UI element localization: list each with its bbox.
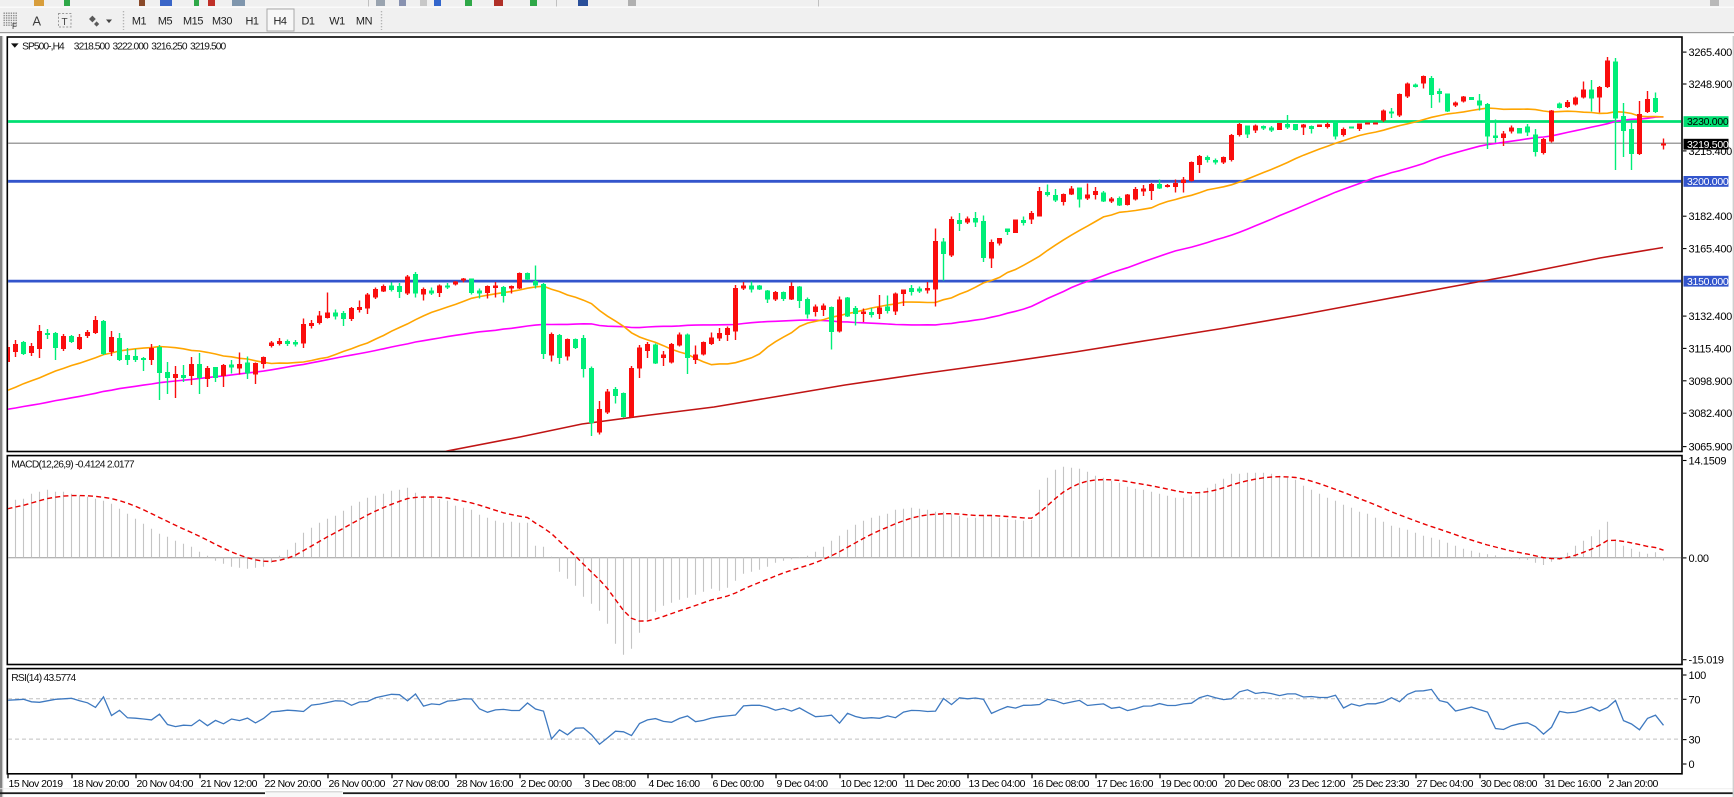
svg-text:3200.000: 3200.000 [1687,176,1729,188]
svg-text:3265.400: 3265.400 [1689,47,1733,59]
svg-text:2 Jan 20:00: 2 Jan 20:00 [1609,778,1659,790]
svg-text:26 Nov 00:00: 26 Nov 00:00 [329,778,386,790]
svg-text:19 Dec 00:00: 19 Dec 00:00 [1161,778,1218,790]
svg-text:3222.000: 3222.000 [113,41,150,52]
svg-text:25 Dec 23:30: 25 Dec 23:30 [1353,778,1410,790]
svg-text:3218.500: 3218.500 [74,41,111,52]
svg-text:70: 70 [1689,694,1701,706]
svg-text:100: 100 [1689,670,1707,682]
svg-text:27 Nov 08:00: 27 Nov 08:00 [393,778,450,790]
svg-text:M30: M30 [212,15,232,27]
svg-text:13 Dec 04:00: 13 Dec 04:00 [969,778,1026,790]
svg-text:4 Dec 16:00: 4 Dec 16:00 [649,778,701,790]
svg-text:23 Dec 12:00: 23 Dec 12:00 [1289,778,1346,790]
svg-text:27 Dec 04:00: 27 Dec 04:00 [1417,778,1474,790]
svg-text:T: T [62,17,68,28]
svg-text:20 Dec 08:00: 20 Dec 08:00 [1225,778,1282,790]
svg-text:16 Dec 08:00: 16 Dec 08:00 [1033,778,1090,790]
svg-text:3230.000: 3230.000 [1687,116,1729,128]
svg-text:0: 0 [1689,759,1695,771]
svg-text:30: 30 [1689,735,1701,747]
svg-text:11 Dec 20:00: 11 Dec 20:00 [905,778,961,790]
svg-text:SP500-,H4: SP500-,H4 [22,41,65,52]
svg-text:W1: W1 [329,15,345,27]
svg-text:RSI(14) 43.5774: RSI(14) 43.5774 [11,673,76,684]
svg-text:-15.019: -15.019 [1689,655,1724,667]
svg-text:3065.900: 3065.900 [1689,442,1733,454]
svg-text:3115.400: 3115.400 [1689,343,1732,355]
svg-text:2 Dec 00:00: 2 Dec 00:00 [521,778,573,790]
svg-text:30 Dec 08:00: 30 Dec 08:00 [1481,778,1538,790]
svg-text:M15: M15 [183,15,203,27]
svg-text:MN: MN [356,15,372,27]
svg-text:22 Nov 20:00: 22 Nov 20:00 [265,778,322,790]
svg-text:10 Dec 12:00: 10 Dec 12:00 [841,778,898,790]
svg-text:3216.250: 3216.250 [151,41,188,52]
svg-text:3182.400: 3182.400 [1689,211,1733,223]
svg-text:3 Dec 08:00: 3 Dec 08:00 [585,778,637,790]
svg-text:3098.900: 3098.900 [1689,376,1733,388]
svg-text:3219.500: 3219.500 [1687,139,1729,151]
svg-text:21 Nov 12:00: 21 Nov 12:00 [201,778,258,790]
svg-text:0.00: 0.00 [1689,553,1709,565]
svg-text:28 Nov 16:00: 28 Nov 16:00 [457,778,514,790]
svg-text:3150.000: 3150.000 [1687,276,1729,288]
svg-text:A: A [33,14,42,29]
svg-text:31 Dec 16:00: 31 Dec 16:00 [1545,778,1602,790]
svg-text:H1: H1 [245,15,258,27]
svg-text:6 Dec 00:00: 6 Dec 00:00 [713,778,765,790]
svg-text:17 Dec 16:00: 17 Dec 16:00 [1097,778,1154,790]
svg-text:H4: H4 [273,15,286,27]
svg-text:M5: M5 [158,15,173,27]
svg-text:M1: M1 [132,15,147,27]
svg-text:3082.400: 3082.400 [1689,408,1733,420]
svg-text:20 Nov 04:00: 20 Nov 04:00 [137,778,194,790]
svg-text:15 Nov 2019: 15 Nov 2019 [9,778,64,790]
svg-text:3219.500: 3219.500 [190,41,227,52]
svg-text:3248.900: 3248.900 [1689,79,1733,91]
svg-text:D1: D1 [301,15,314,27]
svg-text:14.1509: 14.1509 [1689,456,1727,468]
svg-text:F: F [12,22,17,31]
svg-text:18 Nov 20:00: 18 Nov 20:00 [73,778,130,790]
svg-text:MACD(12,26,9) -0.4124 2.0177: MACD(12,26,9) -0.4124 2.0177 [11,459,135,470]
svg-text:9 Dec 04:00: 9 Dec 04:00 [777,778,829,790]
svg-text:3165.400: 3165.400 [1689,244,1733,256]
svg-text:3132.400: 3132.400 [1689,311,1733,323]
